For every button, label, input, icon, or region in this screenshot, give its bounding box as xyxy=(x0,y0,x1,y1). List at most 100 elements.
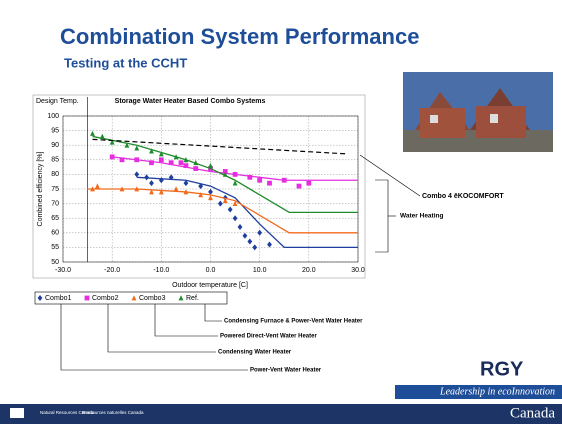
x-tick-label: 30.0 xyxy=(351,267,365,274)
marker xyxy=(247,174,253,180)
marker xyxy=(232,180,238,186)
x-tick-label: 10.0 xyxy=(253,267,267,274)
marker xyxy=(173,154,179,160)
marker xyxy=(232,200,238,206)
chart-title: Storage Water Heater Based Combo Systems xyxy=(115,98,266,105)
marker xyxy=(149,148,154,154)
legend-label: Ref. xyxy=(186,295,199,302)
tagline: Leadership in ecoInnovation xyxy=(439,386,555,397)
brand: RGY xyxy=(480,358,524,380)
marker xyxy=(183,157,189,163)
x-tick-label: -20.0 xyxy=(104,267,120,274)
marker xyxy=(247,238,253,245)
footer-text: Ressources naturelles Canada xyxy=(82,410,144,415)
marker xyxy=(84,295,90,301)
x-label: Outdoor temperature [C] xyxy=(172,282,248,289)
marker xyxy=(183,180,189,187)
marker xyxy=(252,244,258,251)
annotation-label: Combo 4 ēKOCOMFORT xyxy=(422,193,504,200)
footer-text: Natural Resources Canada xyxy=(40,410,95,415)
y-tick-label: 70 xyxy=(51,200,59,207)
callout-lines xyxy=(60,154,421,371)
footer-bar xyxy=(0,404,562,424)
marker xyxy=(193,159,199,166)
marker xyxy=(173,186,179,192)
y-tick-label: 50 xyxy=(51,259,59,266)
x-tick-label: 0.0 xyxy=(206,267,216,274)
marker xyxy=(222,197,228,204)
callout: Powered Direct-Vent Water Heater xyxy=(220,334,317,340)
y-tick-label: 85 xyxy=(51,157,59,164)
marker xyxy=(99,133,105,139)
marker xyxy=(242,232,248,239)
y-tick-label: 60 xyxy=(51,230,59,237)
plot-area xyxy=(62,115,359,263)
marker xyxy=(119,157,125,163)
marker xyxy=(237,223,243,230)
marker xyxy=(149,180,154,187)
y-tick-label: 80 xyxy=(51,171,59,178)
marker xyxy=(124,142,130,148)
marker xyxy=(183,163,189,169)
annotation-line xyxy=(92,138,349,155)
y-tick-label: 100 xyxy=(47,113,59,120)
marker xyxy=(193,166,199,171)
x-tick-label: 20.0 xyxy=(302,267,316,274)
marker xyxy=(227,206,233,213)
marker xyxy=(158,151,164,157)
marker xyxy=(198,192,204,198)
marker xyxy=(168,174,174,181)
marker xyxy=(37,295,43,301)
marker xyxy=(222,169,228,174)
marker xyxy=(109,139,115,145)
marker xyxy=(134,157,140,163)
marker xyxy=(257,177,263,183)
y-label: Combined efficiency [%] xyxy=(37,151,44,226)
callout: Condensing Water Heater xyxy=(218,350,292,356)
marker xyxy=(222,171,228,177)
marker xyxy=(168,160,174,166)
y-tick-label: 95 xyxy=(51,127,59,134)
fit-line xyxy=(92,135,358,214)
marker xyxy=(90,130,95,136)
y-tick-label: 55 xyxy=(51,244,59,251)
marker xyxy=(208,162,213,169)
marker xyxy=(95,183,100,189)
marker xyxy=(178,160,184,166)
marker xyxy=(158,177,164,184)
legend xyxy=(34,291,228,305)
marker xyxy=(149,160,154,166)
marker xyxy=(158,157,164,163)
marker xyxy=(109,154,115,160)
marker xyxy=(217,200,223,207)
legend-label: Combo3 xyxy=(139,295,166,302)
slide-subtitle: Testing at the CCHT xyxy=(64,55,187,70)
y-tick-label: 75 xyxy=(51,186,59,193)
marker xyxy=(134,171,140,178)
x-tick-label: -30.0 xyxy=(55,267,71,274)
fit-line xyxy=(87,188,358,234)
slide-title: Combination System Performance xyxy=(60,24,419,49)
marker xyxy=(198,183,204,190)
wordmark: Canada xyxy=(510,405,555,421)
callout: Condensing Furnace & Power-Vent Water He… xyxy=(224,319,363,325)
legend-label: Combo2 xyxy=(92,295,119,302)
marker xyxy=(149,189,154,195)
marker xyxy=(296,183,302,189)
marker xyxy=(208,194,213,201)
y-tick-label: 65 xyxy=(51,215,59,222)
marker xyxy=(178,295,184,301)
flag xyxy=(10,408,24,418)
x-tick-label: -10.0 xyxy=(153,267,169,274)
design-label: Design Temp. xyxy=(36,98,79,105)
marker xyxy=(131,295,137,301)
marker xyxy=(208,188,213,195)
bracket-label: Water Heating xyxy=(400,213,443,220)
marker xyxy=(232,172,238,177)
marker xyxy=(257,229,263,236)
marker xyxy=(134,145,140,151)
marker xyxy=(144,174,149,181)
marker xyxy=(183,189,189,195)
marker xyxy=(232,215,238,222)
